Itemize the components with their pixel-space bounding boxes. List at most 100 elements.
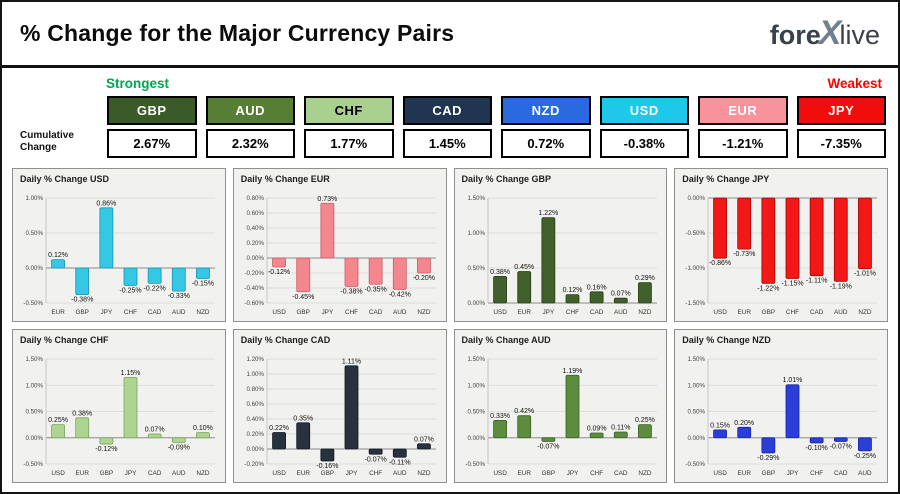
summary-row: Cumulative Change GBP 2.67% AUD 2.32% CHF 1.7…	[14, 96, 886, 158]
bar-value-label: 0.45%	[514, 264, 534, 271]
y-tick-label: 0.00%	[467, 300, 485, 307]
currency-header-eur: EUR	[698, 96, 788, 125]
bar-cad	[809, 197, 824, 277]
x-category-label: USD	[493, 470, 507, 477]
chart-panel-aud: Daily % Change AUD 1.50% 1.00% 0.50% 0.00% -0…	[453, 329, 668, 483]
bar-value-label: 0.12%	[562, 287, 582, 294]
cumulative-value-aud: 2.32%	[205, 129, 295, 158]
bar-eur	[51, 259, 65, 269]
bar-value-label: 0.38%	[72, 410, 92, 417]
x-category-label: EUR	[738, 309, 752, 316]
cumulative-value-chf: 1.77%	[304, 129, 394, 158]
x-category-label: NZD	[638, 309, 652, 316]
bar-value-label: -0.45%	[292, 294, 314, 301]
y-tick-label: 0.40%	[246, 225, 264, 232]
bar-nzd	[196, 432, 210, 439]
bar-value-label: 0.16%	[586, 284, 606, 291]
bar-cad	[589, 291, 604, 304]
bar-cad	[147, 433, 162, 439]
bar-jpy	[565, 374, 579, 439]
x-category-label: AUD	[393, 470, 407, 477]
y-tick-label: 0.60%	[246, 401, 264, 408]
bar-nzd	[637, 282, 652, 304]
logo-x-glyph: X	[818, 14, 842, 52]
y-tick-label: 0.00%	[25, 435, 43, 442]
bar-eur	[75, 417, 90, 439]
y-tick-label: -0.50%	[686, 230, 706, 237]
bar-gbp	[761, 197, 776, 284]
x-category-label: NZD	[196, 309, 210, 316]
bar-usd	[51, 424, 65, 439]
bar-value-label: 0.12%	[48, 252, 68, 259]
bar-aud	[613, 297, 628, 304]
bar-value-label: 0.86%	[96, 200, 116, 207]
x-category-label: EUR	[75, 470, 89, 477]
bar-value-label: 0.25%	[48, 417, 68, 424]
bar-value-label: 0.09%	[586, 426, 606, 433]
bar-chf	[785, 197, 800, 279]
bar-nzd	[416, 257, 431, 274]
x-category-label: AUD	[614, 309, 628, 316]
y-tick-label: 0.00%	[467, 435, 485, 442]
y-tick-label: -1.50%	[686, 300, 706, 307]
bar-value-label: 0.38%	[490, 269, 510, 276]
x-category-label: CHF	[345, 309, 358, 316]
chart-svg: 1.50% 1.00% 0.50% 0.00% -0.50% 0.33% USD 0.42% E…	[465, 356, 657, 477]
bar-value-label: -0.20%	[413, 275, 435, 282]
x-category-label: JPY	[100, 309, 112, 316]
bar-value-label: 1.01%	[783, 377, 803, 384]
cumulative-value-usd: -0.38%	[599, 129, 689, 158]
x-category-label: CHF	[565, 309, 578, 316]
bar-eur	[737, 197, 752, 250]
y-tick-label: -1.00%	[686, 265, 706, 272]
summary-col-gbp: GBP 2.67%	[107, 96, 197, 158]
logo-text-fore: fore	[769, 20, 821, 50]
bar-value-label: -0.33%	[168, 293, 190, 300]
bar-gbp	[99, 437, 114, 445]
y-tick-label: 1.00%	[688, 382, 706, 389]
x-category-label: GBP	[320, 470, 334, 477]
summary-col-eur: EUR -1.21%	[698, 96, 788, 158]
y-tick-label: 1.00%	[467, 382, 485, 389]
x-category-label: USD	[272, 309, 286, 316]
y-tick-label: 0.50%	[467, 265, 485, 272]
x-category-label: CHF	[786, 309, 799, 316]
bar-value-label: -0.25%	[854, 453, 876, 460]
x-category-label: CHF	[810, 470, 823, 477]
chart-title: Daily % Change EUR	[240, 174, 330, 184]
bar-value-label: -0.10%	[806, 445, 828, 452]
logo-text-live: live	[839, 20, 880, 50]
x-category-label: CAD	[589, 309, 603, 316]
bar-value-label: 0.33%	[490, 413, 510, 420]
bar-value-label: 0.11%	[611, 424, 630, 431]
bar-usd	[492, 276, 507, 304]
y-tick-label: 0.00%	[246, 255, 264, 262]
bar-value-label: 0.15%	[710, 422, 730, 429]
x-category-label: JPY	[345, 470, 357, 477]
bar-chf	[589, 432, 604, 439]
bar-aud	[858, 437, 873, 452]
summary-col-aud: AUD 2.32%	[205, 96, 295, 158]
bar-value-label: 0.10%	[193, 425, 213, 432]
currency-header-chf: CHF	[304, 96, 394, 125]
chart-title: Daily % Change GBP	[461, 174, 552, 184]
summary-col-cad: CAD 1.45%	[402, 96, 492, 158]
y-tick-label: 0.00%	[688, 435, 706, 442]
x-category-label: USD	[51, 470, 65, 477]
bar-chf	[123, 267, 138, 286]
x-category-label: CAD	[614, 470, 628, 477]
currency-header-cad: CAD	[402, 96, 492, 125]
bar-cad	[613, 431, 628, 439]
chart-panel-jpy: Daily % Change JPY 0.00% -0.50% -1.00% -1.50…	[674, 168, 888, 322]
currency-header-jpy: JPY	[796, 96, 886, 125]
bar-value-label: 0.07%	[414, 436, 434, 443]
chart-panel-nzd: Daily % Change NZD 1.50% 1.00% 0.50% 0.00% -0…	[674, 329, 888, 483]
bar-value-label: -0.22%	[144, 285, 166, 292]
header-bar: % Change for the Major Currency Pairs fo…	[2, 2, 898, 68]
x-category-label: NZD	[417, 470, 431, 477]
bar-value-label: -0.12%	[95, 446, 117, 453]
bar-eur	[516, 415, 531, 439]
cumulative-value-jpy: -7.35%	[796, 129, 886, 158]
chart-panel-usd: Daily % Change USD 1.00% 0.50% 0.00% -0.50% 0…	[12, 168, 226, 322]
